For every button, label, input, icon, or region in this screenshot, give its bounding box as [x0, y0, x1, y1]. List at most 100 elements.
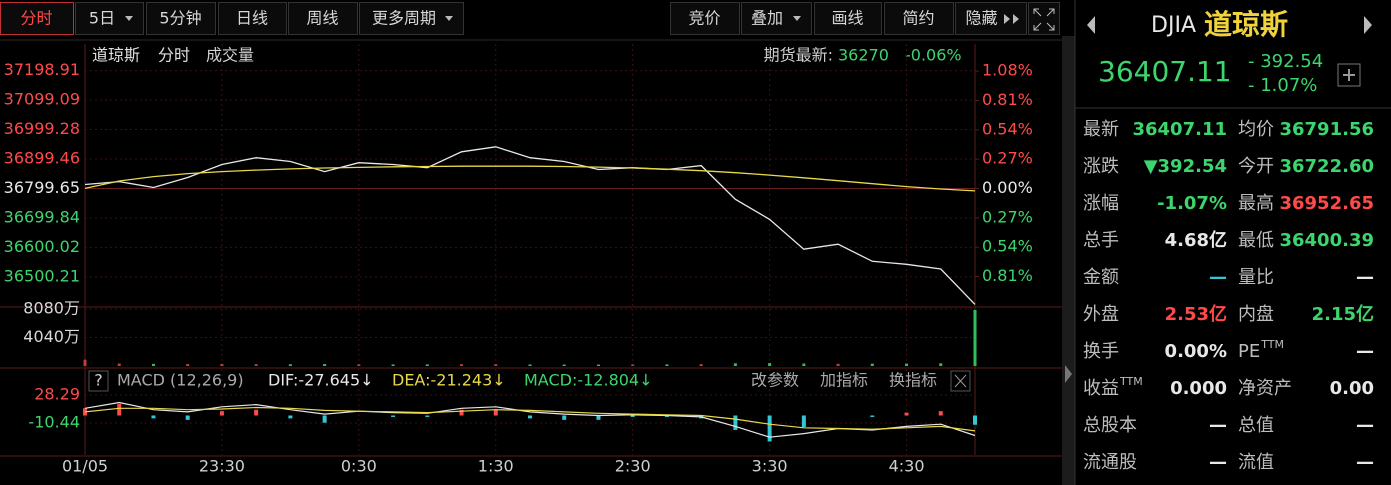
stat-label: 总值 [1238, 415, 1274, 436]
close-box[interactable] [950, 370, 971, 392]
stat-value: — [1356, 415, 1374, 436]
volume-bar [494, 364, 498, 366]
help-text[interactable]: ? [94, 371, 103, 390]
volume-bar [768, 363, 772, 366]
toolbar-button-label[interactable]: 叠加 [751, 9, 783, 28]
quote-change: - 392.54 [1248, 51, 1323, 72]
help-box[interactable] [88, 370, 109, 392]
y-tick-label: 36500.21 [4, 266, 80, 285]
dea-line [84, 406, 976, 432]
volume-bar [870, 363, 874, 366]
dif-line [84, 401, 976, 438]
macd-bar [596, 415, 601, 420]
legend-text: 期货最新: [764, 46, 833, 65]
macd-bar [870, 415, 875, 417]
toolbar-button-label[interactable]: 5分钟 [159, 9, 201, 28]
stat-label: 最低 [1238, 230, 1274, 251]
toolbar-button-label[interactable]: 周线 [306, 9, 338, 28]
stat-value: 0.00% [1165, 341, 1227, 362]
volume-bar [631, 364, 635, 366]
stat-value: 36952.65 [1279, 193, 1374, 214]
next-arrow[interactable] [1364, 16, 1372, 34]
volume-bar [357, 364, 361, 366]
toolbar-button-label[interactable]: 更多周期 [372, 9, 436, 28]
stat-value: 36400.39 [1279, 230, 1374, 251]
volume-bar [802, 363, 806, 366]
toolbar-button[interactable] [218, 2, 287, 35]
volume-bar [151, 363, 155, 366]
y-tick-label: 36600.02 [4, 237, 80, 256]
prev-arrow[interactable] [1087, 16, 1095, 34]
collapse-arrow[interactable] [1065, 365, 1072, 383]
macd-bar [904, 412, 909, 416]
y-tick-label: 37099.09 [4, 90, 80, 109]
y-tick-label: -10.44 [28, 413, 80, 432]
stat-value: 36722.60 [1279, 156, 1374, 177]
macd-legend: MACD (12,26,9) [117, 371, 244, 390]
macd-bar [767, 415, 772, 442]
y-tick-label: 36799.65 [4, 178, 80, 197]
macd-button[interactable]: 加指标 [820, 371, 868, 390]
x-tick-label: 3:30 [752, 457, 788, 476]
scrollbar[interactable] [1062, 36, 1075, 485]
toolbar-button-label[interactable]: 分时 [20, 9, 52, 28]
x-tick-label: 23:30 [199, 457, 245, 476]
volume-bar [83, 359, 87, 366]
toolbar-button[interactable] [0, 2, 74, 35]
toolbar-button-label[interactable]: 竞价 [688, 9, 720, 28]
stat-value: — [1356, 452, 1374, 473]
macd-bar [425, 415, 430, 417]
volume-bar [117, 363, 121, 366]
toolbar-button[interactable] [359, 2, 464, 35]
y2-tick-label: 0.81% [982, 266, 1033, 285]
volume-bar [905, 363, 909, 366]
macd-bar [493, 409, 498, 416]
macd-bar [185, 415, 190, 420]
stat-value: 4.68亿 [1165, 229, 1227, 251]
stat-label: 总股本 [1083, 415, 1137, 436]
stat-value: 2.15亿 [1312, 303, 1374, 325]
macd-bar [254, 409, 259, 416]
volume-bar [460, 364, 464, 366]
macd-button[interactable]: 改参数 [751, 371, 799, 390]
stat-label: 今开 [1238, 156, 1274, 177]
toolbar-button[interactable] [146, 2, 216, 35]
y2-tick-label: 0.54% [982, 237, 1033, 256]
stat-label: 涨跌 [1083, 156, 1119, 177]
macd-bar [938, 411, 943, 416]
stat-label: 换手 [1083, 341, 1119, 362]
toolbar-button[interactable] [288, 2, 358, 35]
x-tick-label: 1:30 [478, 457, 514, 476]
toolbar-button[interactable] [75, 2, 144, 35]
volume-bar [665, 364, 669, 366]
macd-legend: DIF:-27.645↓ [268, 371, 374, 390]
stat-value: -1.07% [1157, 193, 1227, 214]
volume-bar [528, 364, 532, 366]
macd-bar [459, 409, 464, 416]
y2-tick-label: 1.08% [982, 61, 1033, 80]
toolbar-button[interactable] [814, 2, 882, 35]
stat-label-sup: TTM [1119, 375, 1143, 388]
y2-tick-label: 0.00% [982, 178, 1033, 197]
toolbar-button-label[interactable]: 日线 [236, 9, 268, 28]
macd-button[interactable]: 换指标 [889, 371, 937, 390]
add-button[interactable] [1337, 63, 1361, 87]
toolbar-button-label[interactable]: 画线 [831, 9, 863, 28]
dropdown-icon [125, 16, 133, 21]
macd-bar [219, 411, 224, 416]
toolbar-button-label[interactable]: 5日 [89, 9, 115, 28]
toolbar-button-label[interactable]: 简约 [902, 9, 934, 28]
fullscreen-button[interactable] [1028, 2, 1060, 35]
macd-bar [733, 415, 738, 430]
stat-label: 内盘 [1238, 304, 1274, 325]
stat-value: ▼392.54 [1144, 156, 1227, 177]
stat-value: — [1356, 341, 1374, 362]
toolbar-button[interactable] [741, 2, 812, 35]
toolbar-button[interactable] [670, 2, 740, 35]
toolbar-button[interactable] [884, 2, 954, 35]
stat-label: 净资产 [1238, 378, 1292, 399]
macd-bar [117, 403, 122, 416]
toolbar-button-label[interactable]: 隐藏 [965, 9, 997, 28]
